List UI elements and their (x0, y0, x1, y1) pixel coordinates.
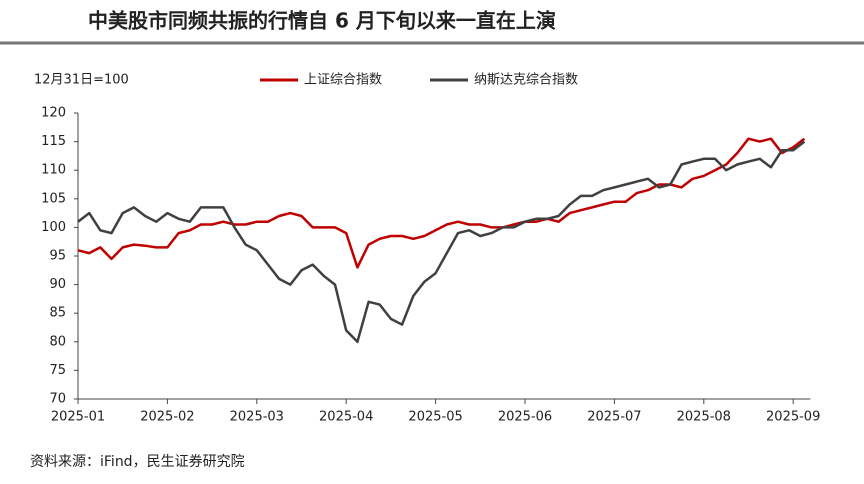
series-line (77, 140, 806, 344)
source-note: 资料来源：iFind，民生证券研究院 (30, 454, 245, 470)
series-line (77, 137, 806, 269)
x-tick-label: 2025-08 (677, 410, 731, 425)
legend-label: 纳斯达克综合指数 (474, 73, 578, 88)
y-tick-label: 115 (41, 134, 66, 149)
legend-label: 上证综合指数 (304, 73, 382, 88)
y-axis-label: 12月31日=100 (34, 73, 129, 88)
x-tick-label: 2025-09 (766, 410, 820, 425)
x-tick-label: 2025-01 (51, 410, 105, 425)
y-tick-label: 105 (41, 191, 66, 206)
y-tick-label: 85 (49, 306, 66, 321)
y-tick-label: 110 (41, 163, 66, 178)
y-tick-label: 90 (49, 277, 66, 292)
x-tick-label: 2025-05 (408, 410, 462, 425)
y-tick-label: 70 (49, 392, 66, 407)
x-tick-label: 2025-06 (498, 410, 552, 425)
y-tick-label: 95 (49, 249, 66, 264)
chart-title: 中美股市同频共振的行情自 6 月下旬以来一直在上演 (88, 9, 556, 33)
x-tick-label: 2025-04 (319, 410, 373, 425)
x-tick-label: 2025-07 (587, 410, 641, 425)
y-tick-label: 80 (49, 334, 66, 349)
y-tick-label: 100 (41, 220, 66, 235)
x-tick-label: 2025-02 (140, 410, 194, 425)
y-tick-label: 120 (41, 106, 66, 121)
x-tick-label: 2025-03 (230, 410, 284, 425)
y-tick-label: 75 (49, 363, 66, 378)
